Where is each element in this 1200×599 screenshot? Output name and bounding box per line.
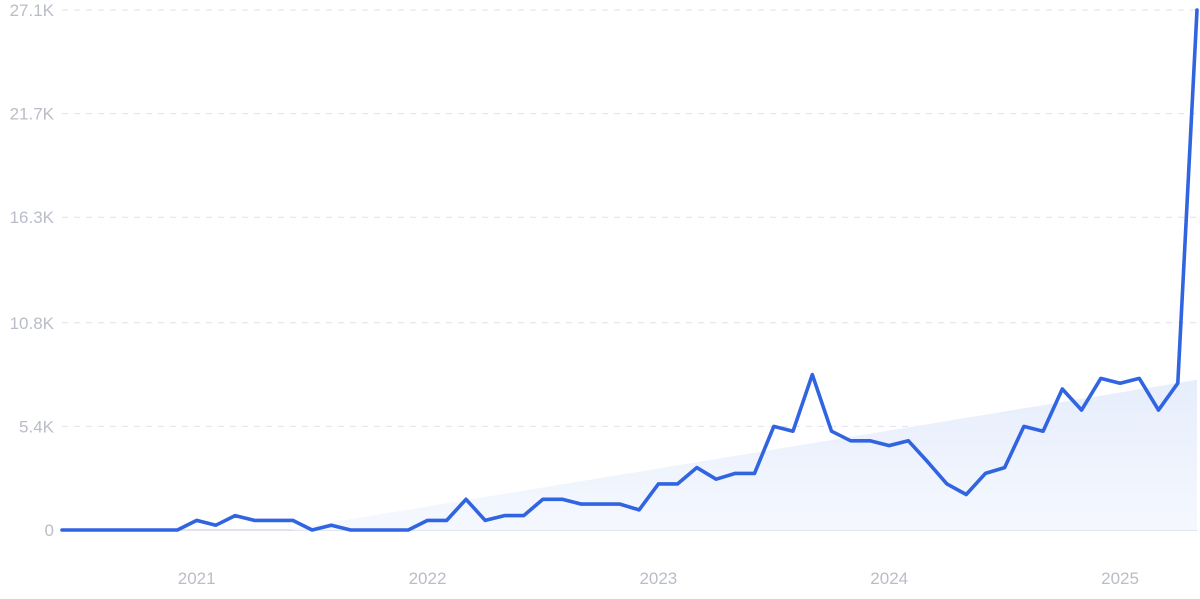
y-tick-label: 16.3K: [10, 208, 55, 227]
data-point[interactable]: [982, 470, 988, 476]
data-point[interactable]: [425, 517, 431, 523]
data-point[interactable]: [559, 496, 565, 502]
data-point[interactable]: [386, 527, 392, 533]
data-point[interactable]: [1175, 380, 1181, 386]
data-point[interactable]: [1194, 7, 1200, 13]
data-point[interactable]: [405, 527, 411, 533]
trend-area-fill: [292, 379, 1197, 530]
x-tick-label: 2024: [870, 569, 908, 588]
data-point[interactable]: [328, 522, 334, 528]
y-tick-label: 5.4K: [19, 417, 55, 436]
data-point[interactable]: [694, 465, 700, 471]
data-point[interactable]: [309, 527, 315, 533]
data-point[interactable]: [905, 438, 911, 444]
data-point[interactable]: [925, 459, 931, 465]
data-point[interactable]: [675, 481, 681, 487]
data-point[interactable]: [1021, 423, 1027, 429]
data-point[interactable]: [963, 492, 969, 498]
data-point[interactable]: [829, 428, 835, 434]
y-axis: 0 5.4K 10.8K 16.3K 21.7K 27.1K: [10, 1, 55, 540]
data-point[interactable]: [732, 470, 738, 476]
y-tick-label: 21.7K: [10, 105, 55, 124]
trend-area: [292, 379, 1197, 530]
data-point[interactable]: [213, 522, 219, 528]
data-point[interactable]: [809, 372, 815, 378]
data-point[interactable]: [463, 496, 469, 502]
data-point[interactable]: [790, 428, 796, 434]
data-point[interactable]: [886, 443, 892, 449]
data-point[interactable]: [502, 513, 508, 519]
data-point[interactable]: [367, 527, 373, 533]
data-point[interactable]: [1079, 407, 1085, 413]
data-point[interactable]: [155, 527, 161, 533]
x-tick-label: 2022: [409, 569, 447, 588]
x-tick-label: 2021: [178, 569, 216, 588]
data-point[interactable]: [752, 470, 758, 476]
data-point[interactable]: [944, 481, 950, 487]
data-point[interactable]: [848, 438, 854, 444]
y-tick-label: 0: [45, 521, 54, 540]
data-point[interactable]: [1136, 375, 1142, 381]
data-point[interactable]: [617, 501, 623, 507]
data-point[interactable]: [348, 527, 354, 533]
data-point[interactable]: [78, 527, 84, 533]
data-point[interactable]: [444, 517, 450, 523]
y-tick-label: 27.1K: [10, 1, 55, 20]
data-point[interactable]: [136, 527, 142, 533]
data-point[interactable]: [290, 517, 296, 523]
data-point[interactable]: [521, 513, 527, 519]
data-point[interactable]: [578, 501, 584, 507]
data-point[interactable]: [655, 481, 661, 487]
series-layer: [60, 8, 1199, 532]
data-point[interactable]: [1156, 407, 1162, 413]
data-point[interactable]: [540, 496, 546, 502]
data-point[interactable]: [867, 438, 873, 444]
data-point[interactable]: [174, 527, 180, 533]
data-point[interactable]: [251, 517, 257, 523]
y-tick-label: 10.8K: [10, 314, 55, 333]
data-point[interactable]: [713, 476, 719, 482]
data-point[interactable]: [1002, 465, 1008, 471]
x-tick-label: 2023: [639, 569, 677, 588]
data-point[interactable]: [1059, 386, 1065, 392]
data-point[interactable]: [232, 513, 238, 519]
data-point[interactable]: [771, 423, 777, 429]
data-point[interactable]: [636, 507, 642, 513]
data-point[interactable]: [1098, 375, 1104, 381]
data-point[interactable]: [59, 527, 65, 533]
x-tick-label: 2025: [1101, 569, 1139, 588]
data-point[interactable]: [598, 501, 604, 507]
data-point[interactable]: [98, 527, 104, 533]
x-axis: 2021 2022 2023 2024 2025: [178, 569, 1139, 588]
data-point[interactable]: [482, 517, 488, 523]
data-point[interactable]: [1040, 428, 1046, 434]
data-point[interactable]: [117, 527, 123, 533]
data-point[interactable]: [1117, 380, 1123, 386]
data-point[interactable]: [194, 517, 200, 523]
series-line: [60, 8, 1199, 532]
data-point[interactable]: [271, 517, 277, 523]
